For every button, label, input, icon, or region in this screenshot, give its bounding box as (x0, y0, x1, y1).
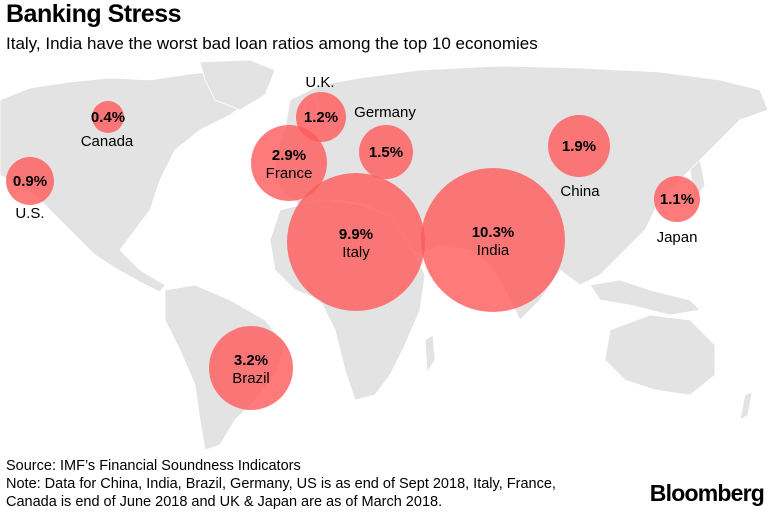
country-label-germany: Germany (354, 104, 416, 121)
world-map: 0.4% Canada 0.9% U.S. 1.2% U.K. 1.5% Germany 2.9… (0, 60, 768, 451)
bubble-china (548, 115, 610, 177)
madagascar-landmass (424, 334, 436, 374)
bubble-india (421, 168, 565, 312)
value-label-china: 1.9% (562, 138, 596, 155)
value-label-canada: 0.4% (91, 109, 125, 126)
value-label-india: 10.3% (472, 224, 515, 241)
country-label-japan: Japan (657, 229, 698, 246)
source-note: Source: IMF’s Financial Soundness Indica… (6, 457, 556, 511)
note-line-1: Note: Data for China, India, Brazil, Ger… (6, 476, 556, 492)
country-label-canada: Canada (81, 133, 134, 150)
country-label-us: U.S. (15, 205, 44, 222)
source-line: Source: IMF’s Financial Soundness Indica… (6, 458, 301, 474)
north-america-landmass (0, 69, 261, 293)
country-label-uk: U.K. (305, 74, 334, 91)
greenland-landmass (199, 60, 276, 111)
australia-landmass (604, 314, 716, 396)
value-label-germany: 1.5% (369, 144, 403, 161)
note-line-2: Canada is end of June 2018 and UK & Japa… (6, 494, 443, 510)
chart-subtitle: Italy, India have the worst bad loan rat… (6, 34, 538, 53)
bubble-japan (654, 176, 700, 222)
bubble-france (251, 125, 327, 201)
value-label-brazil: 3.2% (234, 352, 268, 369)
value-label-us: 0.9% (13, 173, 47, 190)
new-zealand-landmass (739, 391, 753, 421)
southeast-asia-landmass (589, 279, 701, 316)
bubble-uk (296, 92, 346, 142)
country-label-india: India (477, 242, 510, 259)
chart-title: Banking Stress (6, 0, 182, 28)
country-label-france: France (266, 165, 313, 182)
country-label-china: China (560, 183, 600, 200)
country-label-italy: Italy (342, 244, 370, 261)
bubble-italy (287, 173, 425, 311)
bubble-brazil (209, 326, 293, 410)
value-label-italy: 9.9% (339, 226, 373, 243)
bubble-germany (359, 125, 413, 179)
value-label-japan: 1.1% (660, 191, 694, 208)
value-label-uk: 1.2% (304, 109, 338, 126)
bubble-canada (92, 101, 124, 133)
country-label-brazil: Brazil (232, 370, 270, 387)
value-label-france: 2.9% (272, 147, 306, 164)
bubble-us (6, 157, 54, 205)
bloomberg-logo: Bloomberg (649, 480, 765, 506)
